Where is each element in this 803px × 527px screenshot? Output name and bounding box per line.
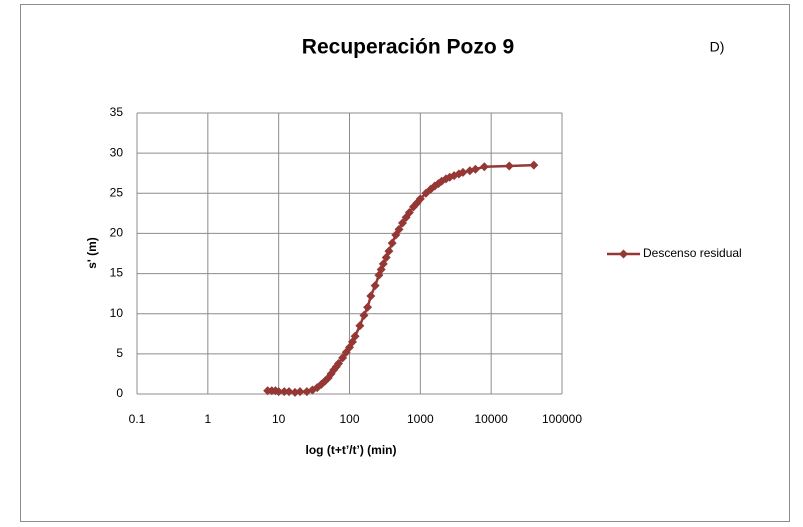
annotation: D): [710, 39, 725, 55]
chart-title: Recuperación Pozo 9: [302, 36, 514, 59]
point: [504, 161, 514, 171]
point: [415, 194, 425, 204]
point: [334, 358, 344, 368]
point: [387, 238, 397, 248]
point: [404, 208, 414, 218]
y-tick-label: 25: [110, 185, 124, 199]
y-tick-label: 30: [110, 145, 124, 159]
point: [279, 387, 289, 397]
y-tick-label: 20: [110, 226, 124, 240]
x-tick-label: 10: [272, 412, 286, 426]
x-tick-label: 100000: [542, 412, 582, 426]
point: [284, 387, 294, 397]
point: [529, 160, 539, 170]
x-axis-label: log (t+t’/t’) (min): [306, 443, 397, 457]
legend-marker: [619, 249, 628, 259]
point: [381, 253, 391, 263]
point: [350, 331, 360, 341]
y-tick-label: 10: [110, 306, 124, 320]
point: [384, 246, 394, 256]
point: [458, 167, 468, 177]
y-tick-label: 0: [116, 386, 123, 400]
point: [355, 321, 365, 331]
legend-label: Descenso residual: [643, 246, 742, 260]
chart-frame: [20, 4, 790, 522]
point: [394, 224, 404, 234]
point: [470, 164, 480, 174]
point: [366, 291, 376, 301]
point: [295, 387, 305, 397]
x-tick-label: 1: [204, 412, 211, 426]
point: [359, 310, 369, 320]
y-tick-label: 35: [110, 105, 124, 119]
x-tick-label: 100: [339, 412, 359, 426]
x-tick-label: 0.1: [129, 412, 146, 426]
point: [397, 218, 407, 228]
point: [378, 259, 388, 269]
y-tick-label: 5: [116, 346, 123, 360]
x-tick-label: 10000: [474, 412, 508, 426]
point: [274, 387, 284, 397]
point: [479, 162, 489, 172]
y-tick-label: 15: [110, 266, 124, 280]
y-axis-label: s' (m): [85, 237, 99, 269]
point: [370, 281, 380, 291]
point: [338, 353, 348, 363]
x-tick-label: 1000: [407, 412, 434, 426]
point: [363, 302, 373, 312]
